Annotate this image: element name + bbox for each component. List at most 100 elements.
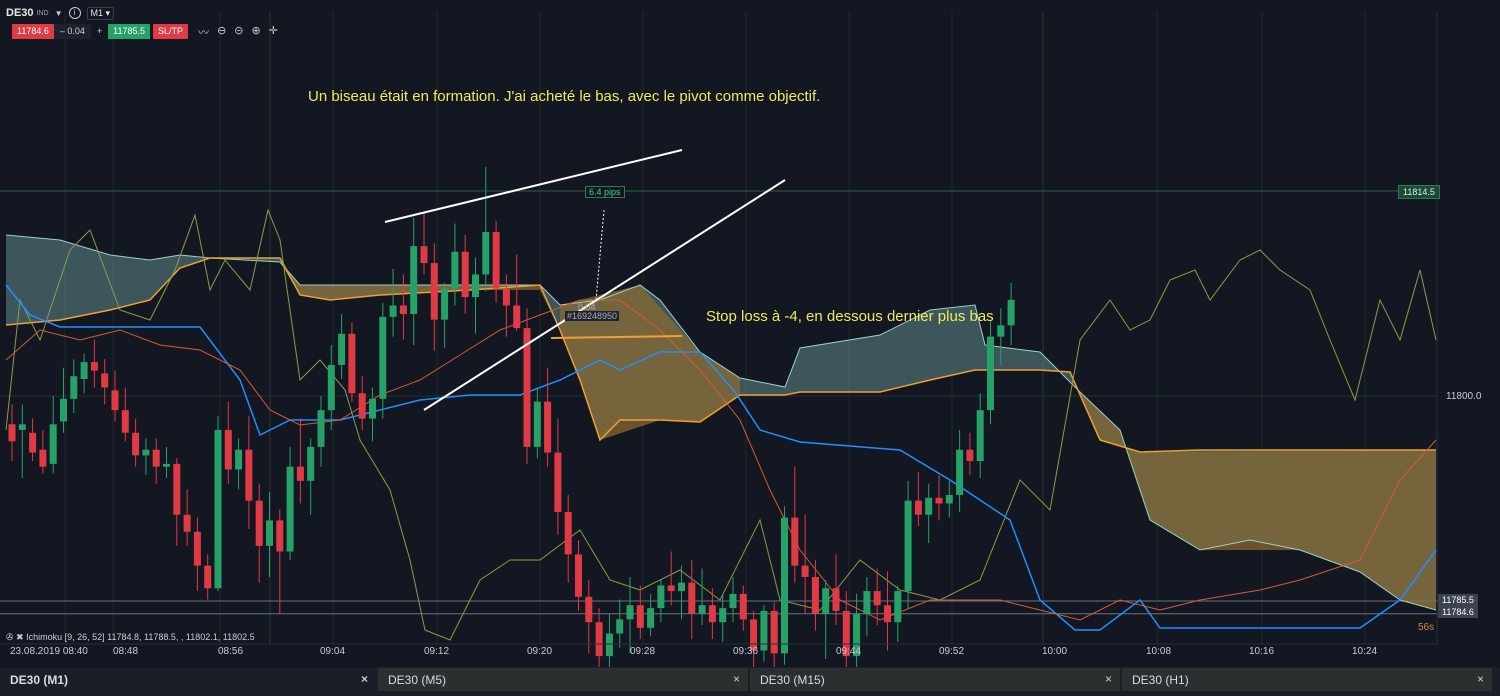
candle bbox=[101, 373, 109, 388]
candle bbox=[389, 305, 397, 317]
tab-de30-h1[interactable]: DE30 (H1) × bbox=[1120, 668, 1492, 691]
tab-label: DE30 (M1) bbox=[10, 672, 69, 687]
pips-tag: 6.4 pips bbox=[585, 186, 625, 198]
time-axis-tick: 09:36 bbox=[733, 646, 759, 657]
candle bbox=[338, 333, 346, 365]
volume-plus-button[interactable]: + bbox=[96, 26, 103, 36]
candle bbox=[894, 591, 902, 623]
candle bbox=[935, 497, 943, 504]
time-axis-tick: 09:04 bbox=[320, 646, 346, 657]
price-line-label-high: 11814.5 bbox=[1398, 185, 1440, 199]
time-axis-tick: 09:20 bbox=[527, 646, 553, 657]
candle bbox=[678, 582, 685, 592]
close-icon[interactable]: × bbox=[1476, 672, 1484, 686]
candle bbox=[266, 520, 273, 546]
candle bbox=[533, 401, 541, 447]
crosshair-icon[interactable]: ✛ bbox=[268, 24, 278, 37]
buy-button[interactable]: 11785.5 bbox=[108, 24, 151, 39]
candle bbox=[70, 376, 78, 399]
candle bbox=[750, 619, 758, 651]
candle bbox=[575, 554, 582, 597]
timeframe-select[interactable]: M1 ▾ bbox=[86, 6, 115, 20]
candle bbox=[193, 531, 201, 566]
candle bbox=[307, 446, 315, 481]
zoom-fit-icon[interactable]: ⊖ bbox=[217, 24, 227, 37]
kijun-sen bbox=[5, 284, 1437, 631]
quote-row: 11784.6 – 0.04 + 11785.5 SL/TP 〰 ⊖ ⊝ ⊕ ✛ bbox=[12, 24, 278, 39]
ask-price-label: 11785.5 bbox=[1438, 594, 1478, 606]
trade-connector bbox=[595, 209, 605, 301]
candle bbox=[1007, 299, 1015, 326]
candle bbox=[956, 449, 964, 495]
symbol-name[interactable]: DE30 bbox=[6, 7, 34, 19]
zoom-in-icon[interactable]: ⊕ bbox=[251, 24, 261, 37]
chart-type-icon[interactable]: 〰 bbox=[198, 26, 210, 39]
candle bbox=[276, 520, 284, 552]
zoom-out-icon[interactable]: ⊝ bbox=[234, 24, 244, 37]
time-axis-tick: 08:56 bbox=[218, 646, 244, 657]
time-axis: 23.08.2019 08:40 08:48 08:56 09:04 09:12 09:2… bbox=[0, 644, 1440, 658]
time-axis-tick: 10:08 bbox=[1146, 646, 1172, 657]
position-pnl: 0.04 bbox=[578, 302, 596, 312]
close-icon[interactable]: × bbox=[1104, 672, 1112, 686]
candle bbox=[492, 232, 500, 289]
candle bbox=[801, 565, 809, 577]
tab-de30-m5[interactable]: DE30 (M5) × bbox=[376, 668, 748, 691]
candle bbox=[369, 398, 376, 419]
candle bbox=[976, 410, 984, 462]
candle bbox=[204, 565, 212, 589]
info-icon[interactable]: i bbox=[68, 7, 81, 19]
candle bbox=[379, 316, 387, 399]
candle bbox=[925, 497, 933, 515]
candle bbox=[585, 596, 593, 623]
wedge-lower-trendline bbox=[423, 179, 786, 411]
candle bbox=[80, 362, 88, 380]
candle bbox=[142, 449, 150, 456]
time-axis-tick: 08:48 bbox=[113, 646, 139, 657]
candle bbox=[121, 410, 129, 433]
annotation-wedge[interactable]: Un biseau était en formation. J'ai achet… bbox=[308, 88, 821, 105]
candle bbox=[399, 305, 407, 314]
candle bbox=[719, 608, 727, 623]
time-axis-tick: 09:44 bbox=[836, 646, 862, 657]
candle bbox=[914, 500, 922, 515]
time-axis-tick: 09:12 bbox=[424, 646, 450, 657]
close-icon[interactable]: × bbox=[360, 672, 368, 686]
candle bbox=[39, 449, 47, 467]
stop-loss-line bbox=[550, 335, 683, 339]
timeframe-label: M1 bbox=[90, 7, 104, 18]
candle bbox=[708, 605, 716, 623]
candle bbox=[420, 246, 428, 264]
candle bbox=[616, 619, 624, 634]
sltp-button[interactable]: SL/TP bbox=[153, 24, 189, 39]
candle bbox=[698, 605, 706, 614]
candle bbox=[997, 325, 1005, 337]
candle bbox=[688, 582, 696, 614]
candle bbox=[451, 251, 459, 289]
candle bbox=[173, 463, 181, 515]
time-axis-tick: 23.08.2019 08:40 bbox=[10, 646, 88, 657]
candle bbox=[739, 593, 747, 620]
indicator-legend[interactable]: ✇ ✖ Ichimoku [9, 26, 52] 11784.8, 11788.… bbox=[6, 632, 255, 642]
tab-label: DE30 (M15) bbox=[760, 672, 825, 687]
candle bbox=[945, 494, 953, 504]
tab-label: DE30 (M5) bbox=[388, 672, 447, 687]
chart-toolbar: DE30 IND ▼ i M1 ▾ bbox=[6, 4, 115, 22]
senkou-span-a bbox=[5, 234, 1437, 611]
candle bbox=[214, 429, 222, 589]
candle bbox=[132, 432, 140, 456]
candle bbox=[60, 398, 67, 422]
annotation-stop-loss[interactable]: Stop loss à -4, en dessous dernier plus … bbox=[706, 308, 994, 325]
tab-de30-m1[interactable]: DE30 (M1) × bbox=[0, 668, 376, 691]
candle bbox=[523, 328, 531, 447]
candle bbox=[564, 511, 572, 555]
tab-de30-m15[interactable]: DE30 (M15) × bbox=[748, 668, 1120, 691]
order-id-tag[interactable]: #169248950 bbox=[565, 311, 620, 321]
symbol-dropdown-icon[interactable]: ▼ bbox=[54, 8, 63, 18]
candle bbox=[770, 610, 778, 654]
candle bbox=[152, 449, 160, 467]
sell-button[interactable]: 11784.6 bbox=[12, 24, 54, 39]
close-icon[interactable]: × bbox=[732, 672, 740, 686]
candle bbox=[605, 633, 613, 657]
